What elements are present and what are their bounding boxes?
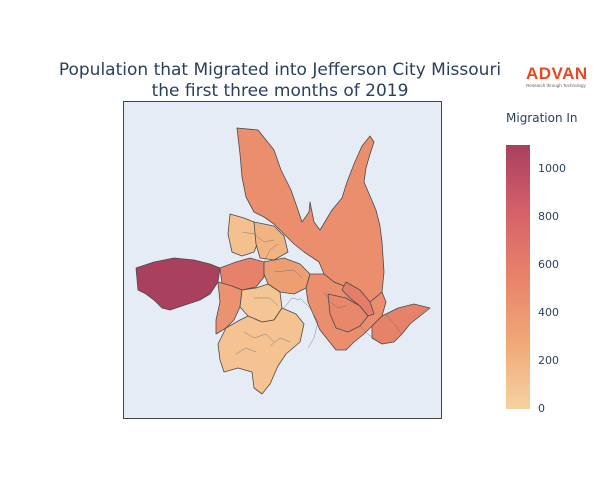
colorbar-tick-1000: 1000 — [538, 162, 566, 175]
colorbar-tick-400: 400 — [538, 306, 559, 319]
logo-word: ADVAN — [526, 64, 588, 83]
west-region[interactable] — [135, 257, 221, 311]
colorbar-tick-600: 600 — [538, 258, 559, 271]
choropleth-map — [135, 127, 431, 395]
map-plot-area — [123, 101, 442, 419]
center-3[interactable] — [263, 257, 311, 295]
north-region[interactable] — [236, 127, 385, 303]
chart-title: Population that Migrated into Jefferson … — [40, 60, 520, 102]
east-region-2[interactable] — [371, 303, 431, 345]
colorbar-tick-200: 200 — [538, 354, 559, 367]
center-1[interactable] — [227, 213, 259, 257]
south-region[interactable] — [217, 307, 305, 395]
center-2[interactable] — [253, 221, 289, 261]
advan-logo: ADVAN Research through Technology — [526, 65, 592, 89]
colorbar-title: Migration In — [506, 111, 578, 125]
south-west-region[interactable] — [215, 281, 243, 335]
title-line-1: Population that Migrated into Jefferson … — [58, 60, 502, 80]
logo-tagline: Research through Technology — [526, 83, 586, 88]
colorbar-tick-0: 0 — [538, 402, 545, 415]
title-line-2: the first three months of 2019 — [151, 81, 409, 101]
colorbar-tick-800: 800 — [538, 210, 559, 223]
subdivision-lines — [235, 231, 403, 355]
east-region-4[interactable] — [341, 281, 375, 317]
center-4[interactable] — [239, 283, 283, 323]
colorbar — [506, 145, 530, 409]
